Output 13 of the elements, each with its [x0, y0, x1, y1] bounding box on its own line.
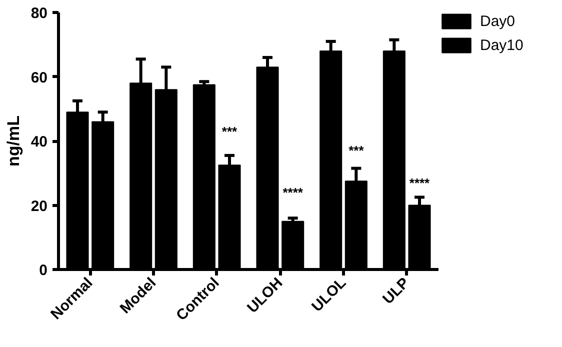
x-tick-label: ULP — [380, 274, 413, 308]
y-tick-label: 60 — [30, 69, 48, 86]
y-tick-label: 40 — [30, 134, 48, 150]
y-tick-label: 80 — [30, 5, 48, 22]
annotation: **** — [282, 184, 304, 200]
y-tick-label: 0 — [39, 262, 48, 279]
legend-label: Day0 — [480, 12, 516, 30]
annotation: **** — [409, 175, 431, 190]
y-tick-label: 20 — [30, 198, 48, 215]
legend-label: Day10 — [480, 36, 524, 54]
y-axis-title: ng/mL — [4, 115, 23, 166]
annotation: *** — [222, 124, 238, 139]
annotation: *** — [348, 143, 365, 158]
